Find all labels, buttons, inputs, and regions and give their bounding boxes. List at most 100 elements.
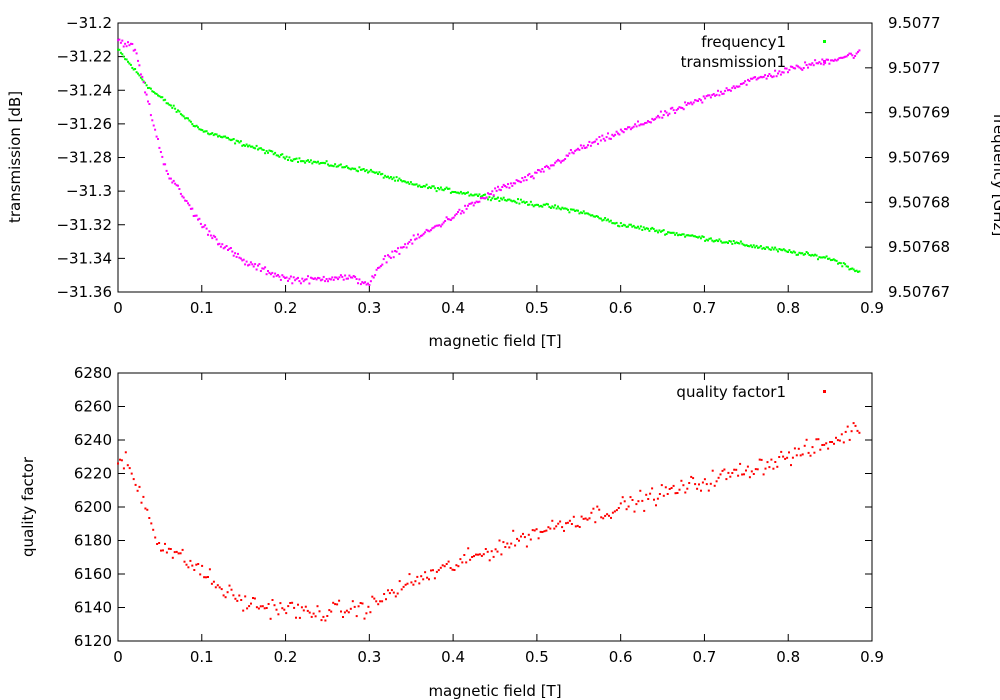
data-point	[842, 56, 845, 59]
data-point	[842, 441, 845, 444]
data-point	[692, 101, 695, 104]
data-point	[822, 256, 825, 259]
data-point	[132, 478, 135, 481]
data-point	[329, 164, 332, 167]
data-point	[251, 263, 254, 266]
data-point	[588, 213, 591, 216]
data-point	[637, 120, 639, 123]
data-point	[257, 148, 259, 151]
y-tick-label: −31.32	[56, 216, 112, 234]
data-point	[207, 233, 209, 236]
data-point	[374, 274, 377, 277]
y2-tick-label: 9.50769	[888, 104, 950, 122]
data-point	[345, 277, 348, 280]
data-point	[554, 204, 557, 207]
data-point	[212, 580, 215, 583]
data-point	[315, 278, 318, 281]
data-point	[654, 118, 657, 121]
data-point	[138, 74, 141, 77]
data-point	[498, 539, 501, 542]
data-point	[848, 52, 851, 55]
data-point	[231, 250, 234, 253]
data-point	[778, 456, 781, 458]
data-point	[312, 278, 315, 280]
data-point	[452, 216, 455, 219]
data-point	[422, 185, 425, 187]
data-point	[855, 269, 858, 272]
data-point	[685, 104, 688, 106]
data-point	[128, 44, 131, 47]
data-point	[594, 215, 597, 218]
data-point	[654, 230, 657, 233]
data-point	[568, 152, 571, 155]
data-point	[304, 278, 307, 281]
data-point	[119, 51, 122, 54]
data-point	[292, 158, 295, 161]
data-point	[187, 202, 189, 205]
data-point	[341, 275, 344, 278]
data-point	[777, 72, 779, 75]
data-point	[474, 193, 477, 196]
data-point	[263, 607, 266, 610]
data-point	[677, 234, 679, 237]
data-point	[598, 217, 601, 220]
data-point	[295, 616, 297, 619]
x-tick-label: 0.1	[190, 299, 214, 317]
data-point	[118, 38, 121, 41]
data-point	[245, 143, 248, 146]
top-x-axis-label: magnetic field [T]	[428, 332, 561, 350]
data-point	[527, 174, 529, 177]
data-point	[441, 188, 444, 191]
data-point	[519, 198, 522, 201]
data-point	[734, 87, 737, 90]
data-point	[651, 117, 654, 120]
data-point	[750, 470, 753, 473]
data-point	[352, 275, 355, 277]
data-point	[259, 147, 262, 150]
data-point	[829, 259, 832, 262]
data-point	[422, 578, 425, 581]
data-point	[617, 224, 619, 227]
data-point	[134, 483, 137, 486]
data-point	[430, 569, 432, 572]
data-point	[576, 524, 579, 527]
data-point	[482, 197, 485, 200]
data-point	[495, 189, 498, 192]
data-point	[420, 575, 423, 578]
data-point	[391, 250, 394, 253]
data-point	[615, 221, 618, 224]
data-point	[169, 548, 172, 550]
data-point	[584, 147, 587, 149]
data-point	[185, 563, 188, 566]
data-point	[537, 203, 539, 206]
data-point	[717, 240, 719, 243]
data-point	[141, 78, 144, 81]
data-point	[679, 234, 682, 236]
data-point	[404, 583, 407, 586]
data-point	[165, 169, 168, 172]
data-point	[827, 447, 830, 450]
data-point	[285, 612, 288, 615]
data-point	[448, 187, 451, 190]
data-point	[247, 264, 249, 267]
data-point	[604, 514, 607, 517]
data-point	[391, 178, 394, 181]
data-point	[150, 522, 153, 525]
data-point	[340, 610, 342, 613]
data-point	[220, 588, 223, 591]
data-point	[365, 283, 368, 286]
data-point	[389, 176, 392, 178]
data-point	[772, 75, 775, 78]
data-point	[770, 458, 773, 461]
data-point	[623, 500, 626, 503]
data-point	[208, 568, 211, 571]
data-point	[569, 208, 572, 211]
data-point	[539, 530, 542, 533]
data-point	[475, 200, 478, 203]
data-point	[577, 209, 579, 212]
data-point	[552, 164, 555, 167]
data-point	[191, 564, 194, 567]
data-point	[709, 237, 712, 240]
data-point	[421, 186, 424, 188]
data-point	[748, 80, 751, 82]
